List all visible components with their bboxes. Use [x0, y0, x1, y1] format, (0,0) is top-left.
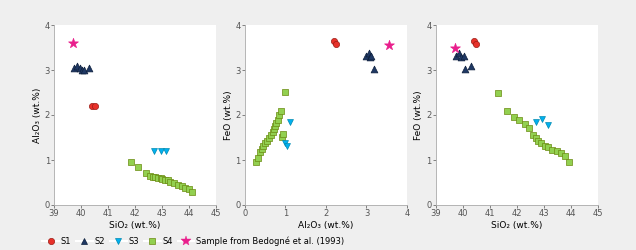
Point	[84, 66, 94, 70]
Point	[252, 156, 263, 160]
Point	[369, 67, 379, 71]
Point	[543, 146, 553, 150]
Point	[451, 54, 461, 58]
Point	[157, 177, 167, 181]
Point	[329, 39, 339, 43]
Point	[502, 108, 513, 112]
Point	[161, 149, 171, 153]
Point	[460, 67, 471, 71]
Point	[262, 139, 272, 143]
Point	[459, 54, 469, 58]
Point	[270, 124, 280, 128]
Legend: S1, S2, S3, S4, Sample from Bedogné et al. (1993): S1, S2, S3, S4, Sample from Bedogné et a…	[43, 236, 344, 246]
Point	[257, 147, 267, 151]
Point	[269, 128, 279, 132]
Point	[72, 64, 82, 68]
Point	[177, 184, 188, 188]
Point	[456, 56, 466, 60]
Point	[68, 41, 78, 45]
Point	[258, 144, 268, 148]
Point	[282, 144, 293, 148]
Point	[533, 139, 543, 143]
Point	[86, 104, 97, 108]
Point	[453, 51, 464, 55]
Point	[255, 150, 265, 154]
Point	[272, 121, 282, 125]
Point	[564, 160, 574, 164]
Point	[78, 68, 88, 72]
Point	[184, 187, 195, 191]
Point	[148, 175, 158, 179]
Point	[530, 136, 541, 140]
Point	[364, 56, 375, 60]
Point	[285, 120, 295, 124]
Point	[509, 115, 519, 119]
Point	[273, 118, 283, 122]
Point	[153, 176, 163, 180]
Y-axis label: FeO (wt.%): FeO (wt.%)	[414, 90, 424, 140]
Point	[528, 133, 538, 137]
Point	[384, 43, 394, 47]
Point	[279, 132, 289, 136]
Point	[90, 104, 100, 108]
Point	[466, 64, 476, 68]
Point	[556, 151, 567, 155]
Point	[266, 133, 276, 137]
Point	[524, 126, 534, 130]
Y-axis label: Al₂O₃ (wt.%): Al₂O₃ (wt.%)	[32, 87, 42, 143]
Point	[560, 154, 570, 158]
Point	[540, 144, 550, 148]
Point	[280, 141, 291, 145]
Y-axis label: FeO (wt.%): FeO (wt.%)	[223, 90, 233, 140]
X-axis label: Al₂O₃ (wt.%): Al₂O₃ (wt.%)	[298, 221, 354, 230]
Point	[536, 141, 546, 145]
Point	[156, 176, 166, 180]
Point	[552, 149, 562, 153]
X-axis label: SiO₂ (wt.%): SiO₂ (wt.%)	[491, 221, 543, 230]
Point	[150, 175, 160, 179]
Point	[160, 178, 170, 182]
Point	[74, 66, 85, 70]
Point	[331, 42, 341, 46]
Point	[493, 90, 503, 94]
Point	[515, 118, 525, 122]
Point	[363, 51, 373, 55]
X-axis label: SiO₂ (wt.%): SiO₂ (wt.%)	[109, 221, 161, 230]
Point	[251, 160, 261, 164]
Point	[274, 113, 284, 117]
Point	[471, 42, 481, 46]
Point	[163, 178, 173, 182]
Point	[264, 136, 274, 140]
Point	[450, 46, 460, 50]
Point	[280, 90, 291, 94]
Point	[537, 116, 548, 120]
Point	[275, 108, 286, 112]
Point	[149, 149, 159, 153]
Point	[187, 190, 197, 194]
Point	[141, 170, 151, 174]
Point	[69, 66, 80, 70]
Point	[180, 186, 190, 190]
Point	[520, 122, 530, 126]
Point	[133, 165, 143, 169]
Point	[79, 68, 89, 72]
Point	[260, 141, 270, 145]
Point	[547, 148, 557, 152]
Point	[268, 130, 279, 134]
Point	[530, 120, 541, 124]
Point	[173, 183, 183, 187]
Point	[366, 54, 377, 58]
Point	[543, 123, 553, 127]
Point	[145, 174, 155, 178]
Point	[468, 39, 478, 43]
Point	[156, 149, 166, 153]
Point	[361, 54, 371, 58]
Point	[169, 182, 179, 186]
Point	[277, 134, 287, 138]
Point	[165, 180, 176, 184]
Point	[126, 160, 136, 164]
